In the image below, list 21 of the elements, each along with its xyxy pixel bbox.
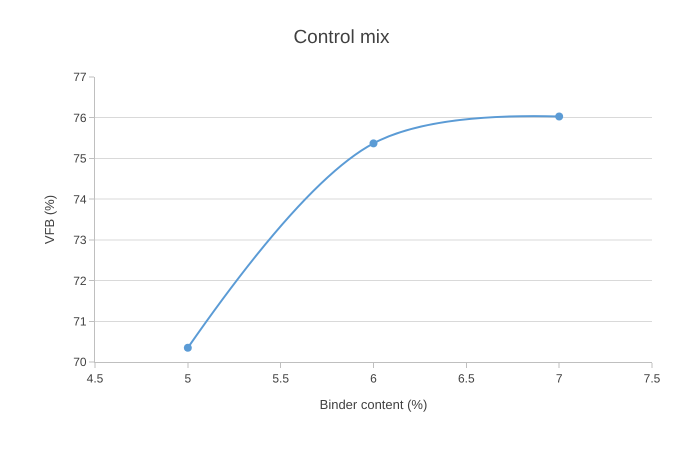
y-tick-label: 74 xyxy=(73,192,87,206)
y-tick-label: 72 xyxy=(73,274,87,288)
x-tick-label: 6.5 xyxy=(458,371,475,386)
y-tick-label: 75 xyxy=(73,152,87,166)
chart-title: Control mix xyxy=(293,26,390,48)
x-tick-label: 7 xyxy=(556,371,563,386)
x-tick-label: 4.5 xyxy=(86,371,104,386)
point xyxy=(184,344,192,352)
x-tick-label: 5.5 xyxy=(272,371,290,386)
y-tick-label: 77 xyxy=(73,70,87,84)
y-tick-label: 70 xyxy=(73,355,87,370)
point xyxy=(555,112,564,120)
y-tick-label: 71 xyxy=(73,314,87,328)
y-tick-label: 76 xyxy=(73,110,87,125)
x-tick-label: 7.5 xyxy=(644,371,661,386)
y-axis-title: VFB (%) xyxy=(42,194,58,244)
point xyxy=(370,139,378,148)
x-tick-label: 5 xyxy=(184,371,192,386)
x-axis-title: Binder content (%) xyxy=(320,397,428,412)
x-tick-label: 6 xyxy=(370,371,378,386)
y-tick-label: 73 xyxy=(73,233,87,248)
